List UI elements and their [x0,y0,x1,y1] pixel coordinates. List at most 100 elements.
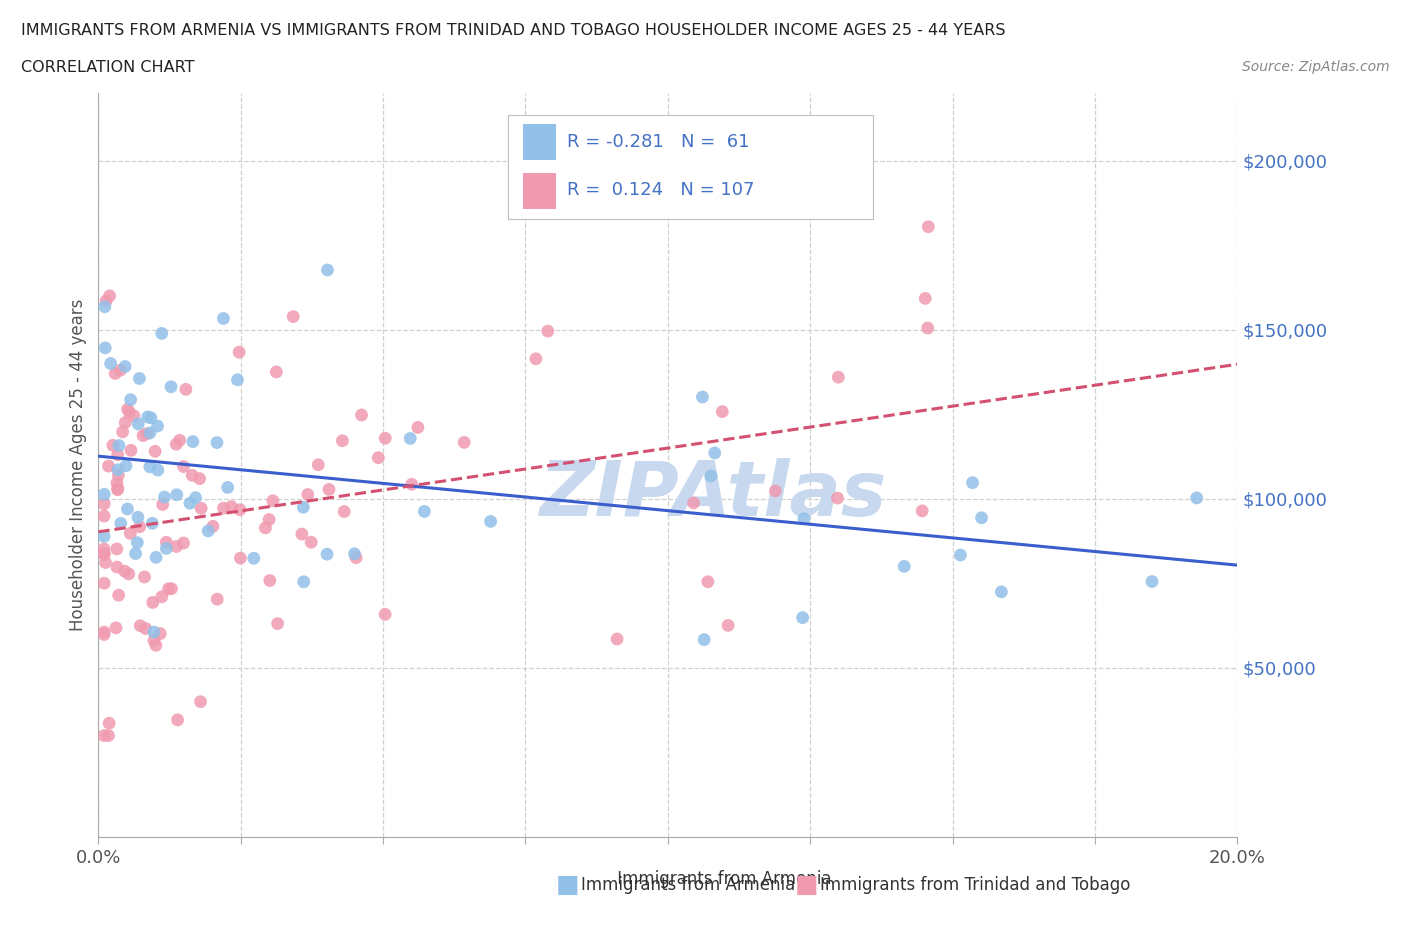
Point [307,458,329,472]
Point [145,638,167,653]
Point [93,541,115,556]
Point [94,555,117,570]
Point [711,405,734,419]
Point [120,392,142,407]
Point [179,496,201,511]
Point [793,512,815,526]
Point [149,626,172,641]
Point [399,431,422,445]
Point [142,595,165,610]
Point [344,551,367,565]
Point [259,573,281,588]
Point [299,535,322,550]
Point [114,564,136,578]
Point [124,546,146,561]
Point [141,516,163,531]
Point [107,468,129,483]
Point [914,291,936,306]
Point [190,695,212,710]
Point [155,541,177,556]
Point [262,493,284,508]
Text: ■: ■ [794,873,818,897]
Point [174,382,197,397]
Point [146,418,169,433]
Point [93,576,115,591]
Point [135,621,157,636]
Point [1185,490,1208,505]
Point [136,426,159,441]
Point [374,431,396,445]
Point [173,536,195,551]
Point [682,496,704,511]
Point [139,426,162,441]
Point [1140,574,1163,589]
Point [479,514,502,529]
Point [292,575,315,590]
Point [127,510,149,525]
Point [254,521,277,536]
Point [136,409,159,424]
Point [188,472,211,486]
Text: Immigrants from Armenia: Immigrants from Armenia [591,870,831,888]
Point [114,359,136,374]
Point [453,435,475,450]
Point [93,546,115,561]
Point [153,489,176,504]
Point [120,526,142,541]
Point [827,491,849,506]
Point [117,402,139,417]
Point [228,345,250,360]
Point [150,326,173,341]
Point [166,712,188,727]
Point [118,405,141,419]
Point [143,633,166,648]
Point [117,501,139,516]
Point [703,445,725,460]
Point [606,631,628,646]
Point [93,509,115,524]
Point [93,728,115,743]
Point [700,469,723,484]
Point [97,728,120,743]
Point [160,581,183,596]
Point [406,420,429,435]
Point [343,547,366,562]
Text: Source: ZipAtlas.com: Source: ZipAtlas.com [1241,60,1389,74]
Point [107,588,129,603]
Point [98,288,121,303]
Point [142,625,165,640]
Point [110,516,132,531]
Point [107,481,129,496]
Point [212,311,235,325]
Point [93,486,115,501]
Y-axis label: Householder Income Ages 25 - 44 years: Householder Income Ages 25 - 44 years [69,299,87,631]
Point [949,548,972,563]
Point [160,379,183,394]
Point [129,618,152,633]
Point [911,503,934,518]
Point [165,437,187,452]
Point [181,434,204,449]
Point [93,547,115,562]
Point [333,504,356,519]
Point [207,591,229,606]
Point [150,590,173,604]
Point [107,483,129,498]
Point [201,519,224,534]
Point [93,529,115,544]
Point [132,428,155,443]
Point [217,480,239,495]
Point [105,475,128,490]
Text: Immigrants from Trinidad and Tobago: Immigrants from Trinidad and Tobago [820,876,1130,895]
Point [173,459,195,474]
Text: ZIPAtlas: ZIPAtlas [540,458,887,532]
Point [962,475,984,490]
Point [105,541,128,556]
Point [146,462,169,477]
Point [190,501,212,516]
Point [990,584,1012,599]
Point [107,462,129,477]
Point [127,535,149,550]
Point [127,417,149,432]
Point [827,370,849,385]
